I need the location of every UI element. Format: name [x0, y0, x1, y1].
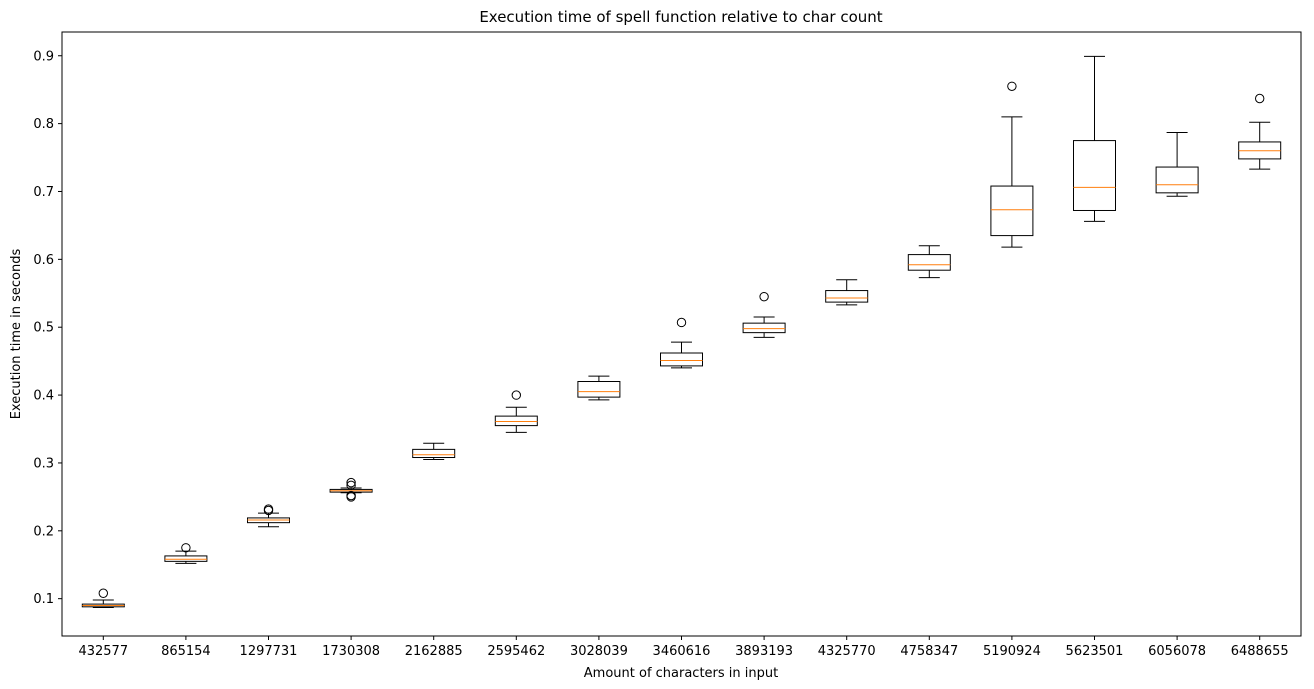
- iqr-box: [577, 381, 621, 398]
- y-tick-label: 0.2: [33, 524, 54, 539]
- iqr-box: [494, 415, 538, 427]
- box-2595462: [494, 390, 538, 433]
- x-tick-label: 6056078: [1148, 644, 1206, 659]
- x-tick-label: 2162885: [405, 644, 463, 659]
- box-4758347: [907, 245, 951, 279]
- x-tick-label: 2595462: [487, 644, 545, 659]
- box-1730308: [329, 477, 373, 502]
- outlier-point: [181, 543, 191, 553]
- y-tick-label: 0.3: [33, 456, 54, 471]
- x-tick-label: 3460616: [653, 644, 711, 659]
- outlier-point: [346, 480, 356, 491]
- box-5623501: [1073, 55, 1116, 222]
- y-tick-label: 0.8: [33, 117, 54, 132]
- x-tick-label: 1730308: [322, 644, 380, 659]
- iqr-box: [825, 290, 869, 303]
- iqr-box: [164, 555, 208, 562]
- outlier-point: [676, 317, 687, 328]
- y-tick-label: 0.5: [33, 321, 54, 336]
- y-axis-label: Execution time in seconds: [9, 249, 24, 420]
- x-axis: 432577 865154 1297731 1730308 2162885 2595462…: [78, 636, 1289, 659]
- box-432577: [81, 588, 125, 608]
- iqr-box: [412, 448, 456, 459]
- outlier-point: [98, 588, 109, 598]
- x-tick-label: 5623501: [1066, 644, 1124, 659]
- x-tick-label: 432577: [78, 644, 128, 659]
- x-tick-label: 5190924: [983, 644, 1041, 659]
- x-tick-label: 3893193: [735, 644, 793, 659]
- x-tick-label: 865154: [161, 644, 211, 659]
- box-4325770: [825, 279, 869, 306]
- box-2162885: [412, 442, 456, 461]
- box-5190924: [990, 81, 1034, 248]
- x-axis-label: Amount of characters in input: [584, 666, 778, 681]
- box-3893193: [742, 291, 786, 338]
- iqr-box: [907, 254, 951, 271]
- x-tick-label: 1297731: [240, 644, 298, 659]
- outlier-point: [263, 504, 274, 514]
- outlier-point: [1255, 93, 1265, 104]
- iqr-box: [742, 322, 786, 334]
- box-6056078: [1155, 131, 1199, 197]
- x-tick-label: 4325770: [818, 644, 876, 659]
- outlier-point: [346, 477, 356, 488]
- x-tick-label: 4758347: [900, 644, 958, 659]
- y-tick-label: 0.7: [33, 185, 54, 200]
- x-tick-label: 6488655: [1231, 644, 1289, 659]
- iqr-box: [1155, 166, 1199, 194]
- box-3028039: [577, 375, 621, 401]
- box-3460616: [660, 317, 703, 369]
- x-tick-label: 3028039: [570, 644, 628, 659]
- box-1297731: [247, 504, 290, 528]
- outlier-point: [1007, 81, 1017, 91]
- y-tick-label: 0.9: [33, 49, 54, 64]
- iqr-box: [1073, 140, 1116, 211]
- y-tick-label: 0.6: [33, 253, 54, 268]
- outlier-point: [346, 490, 356, 501]
- y-tick-label: 0.1: [33, 592, 54, 607]
- chart-title: Execution time of spell function relativ…: [479, 8, 882, 26]
- iqr-box: [660, 352, 703, 367]
- outlier-point: [759, 291, 769, 302]
- y-tick-label: 0.4: [33, 389, 54, 404]
- plot-area: [81, 55, 1282, 608]
- box-6488655: [1238, 93, 1282, 170]
- box-865154: [164, 543, 208, 564]
- outlier-point: [511, 390, 521, 400]
- iqr-box: [990, 185, 1034, 237]
- y-axis: 0.1 0.2 0.3 0.4 0.5 0.6 0.7 0.8 0.9: [33, 49, 62, 607]
